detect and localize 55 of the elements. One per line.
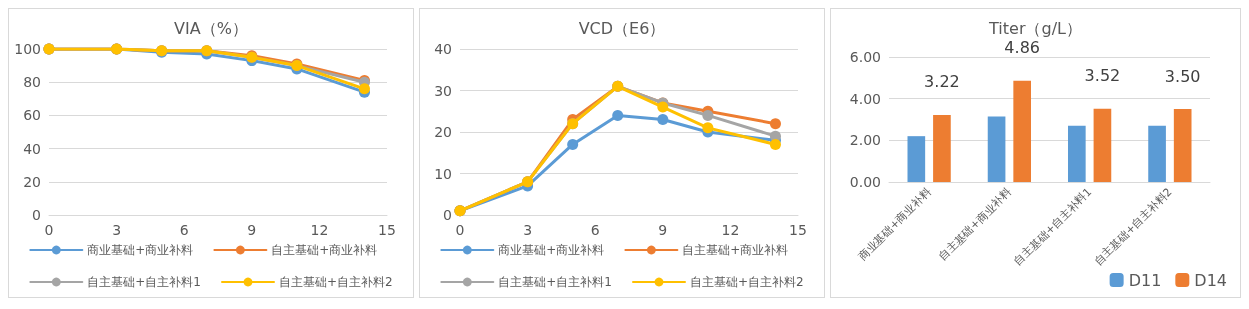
- bar: [1148, 125, 1166, 182]
- x-tick-label: 15: [378, 222, 396, 238]
- data-label: 3.50: [1164, 66, 1201, 86]
- legend-label: D11: [1128, 270, 1162, 290]
- x-tick-label: 3: [523, 222, 533, 238]
- x-tick-label: 12: [310, 222, 329, 238]
- bar: [1068, 125, 1086, 182]
- x-tick-label: 0: [455, 222, 465, 238]
- chart-title: VIA（%）: [174, 18, 248, 38]
- data-label: 3.52: [1084, 66, 1121, 86]
- x-tick-label: 9: [247, 222, 257, 238]
- point: [769, 138, 781, 150]
- legend-label: D14: [1194, 270, 1228, 290]
- x-tick-label: 自主基础+商业补料: [936, 185, 1014, 264]
- x-tick-label: 6: [590, 222, 600, 238]
- bar: [987, 116, 1006, 182]
- x-tick-label: 15: [789, 222, 807, 238]
- x-tick-label: 12: [721, 222, 740, 238]
- chart-title: VCD（E6）: [578, 18, 666, 38]
- y-tick-label: 4.00: [849, 90, 881, 107]
- bar: [1013, 80, 1031, 182]
- legend-label: 自主基础+自主补料2: [279, 275, 393, 289]
- y-tick-label: 60: [23, 107, 41, 124]
- y-tick-label: 80: [23, 74, 41, 91]
- point: [567, 138, 579, 150]
- legend-label: 自主基础+自主补料1: [498, 275, 613, 289]
- chart-title: Titer（g/L）: [988, 18, 1082, 38]
- point: [769, 118, 781, 130]
- bar: [1093, 108, 1112, 182]
- bar: [907, 136, 926, 182]
- y-tick-label: 30: [434, 82, 452, 99]
- point: [702, 109, 714, 121]
- legend-label: 自主基础+自主补料2: [690, 275, 804, 289]
- y-tick-label: 0.00: [849, 174, 881, 190]
- x-tick-label: 3: [112, 222, 122, 238]
- point: [657, 114, 669, 126]
- y-tick-label: 20: [434, 124, 452, 140]
- y-tick-label: 100: [14, 41, 41, 57]
- x-tick-label: 9: [658, 222, 668, 238]
- bar: [1173, 109, 1192, 182]
- bar: [933, 114, 951, 182]
- data-label: 4.86: [1004, 38, 1040, 58]
- y-tick-label: 20: [23, 173, 41, 190]
- y-tick-label: 6.00: [849, 49, 881, 65]
- point: [612, 109, 624, 121]
- data-label: 3.22: [924, 72, 960, 92]
- point: [657, 101, 669, 113]
- y-tick-label: 40: [23, 140, 41, 157]
- x-tick-label: 0: [44, 222, 54, 238]
- x-tick-label: 6: [179, 222, 189, 238]
- y-tick-label: 10: [434, 165, 452, 182]
- y-tick-label: 40: [434, 41, 452, 57]
- legend-label: 自主基础+自主补料1: [87, 275, 202, 289]
- y-tick-label: 2.00: [849, 132, 881, 149]
- point: [702, 122, 714, 134]
